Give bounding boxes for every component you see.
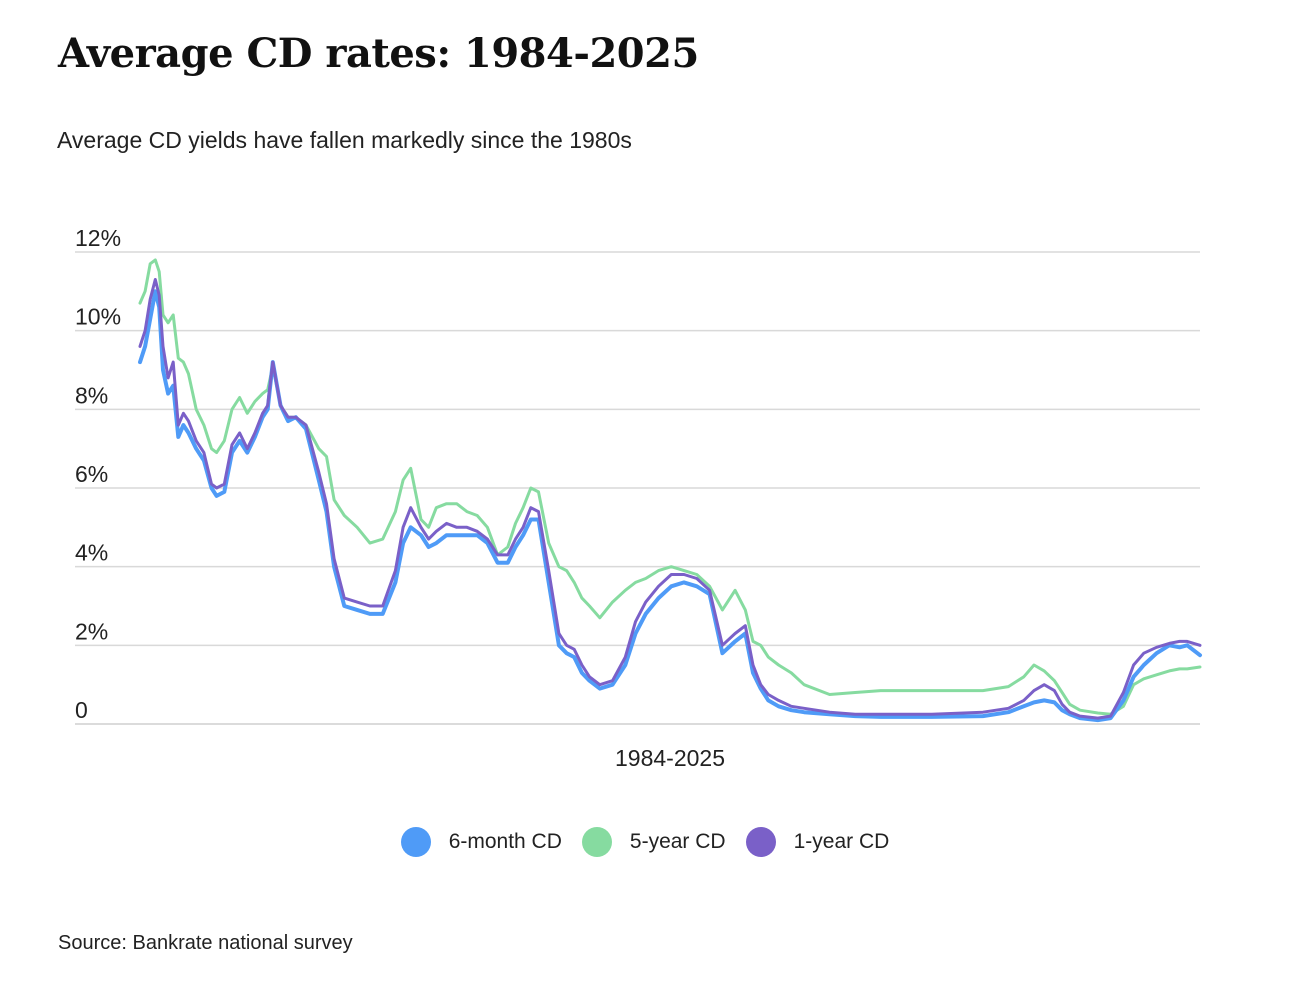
chart-title: Average CD rates: 1984-2025 — [58, 30, 699, 77]
x-axis-label: 1984-2025 — [615, 745, 725, 771]
legend-item-5-year: 5-year CD — [581, 827, 726, 857]
legend-label: 1-year CD — [793, 830, 890, 853]
legend-label: 6-month CD — [448, 830, 562, 853]
legend-item-1-year: 1-year CD — [745, 827, 890, 857]
chart-legend: 6-month CD 5-year CD 1-year CD — [0, 827, 1292, 857]
y-tick-label: 6% — [75, 461, 108, 487]
legend-swatch — [581, 827, 612, 857]
legend-swatch — [400, 827, 431, 857]
series-line-5-year-cd — [138, 258, 1202, 716]
y-tick-label: 4% — [75, 540, 108, 566]
legend-swatch — [745, 827, 776, 857]
legend-item-6-month: 6-month CD — [400, 827, 562, 857]
series-line-6-month-cd — [138, 289, 1202, 723]
y-tick-label: 10% — [75, 304, 121, 330]
y-tick-label: 0 — [75, 697, 88, 723]
series-line-1-year-cd — [138, 278, 1202, 720]
y-tick-label: 8% — [75, 382, 108, 408]
legend-label: 5-year CD — [629, 830, 726, 853]
source-note: Source: Bankrate national survey — [58, 932, 353, 954]
y-tick-label: 12% — [75, 225, 121, 251]
chart-subtitle: Average CD yields have fallen markedly s… — [57, 127, 632, 153]
line-chart: 0 2% 4% 6% 8% 10% 12% 1984-2025 — [75, 225, 1202, 771]
y-tick-label: 2% — [75, 618, 108, 644]
